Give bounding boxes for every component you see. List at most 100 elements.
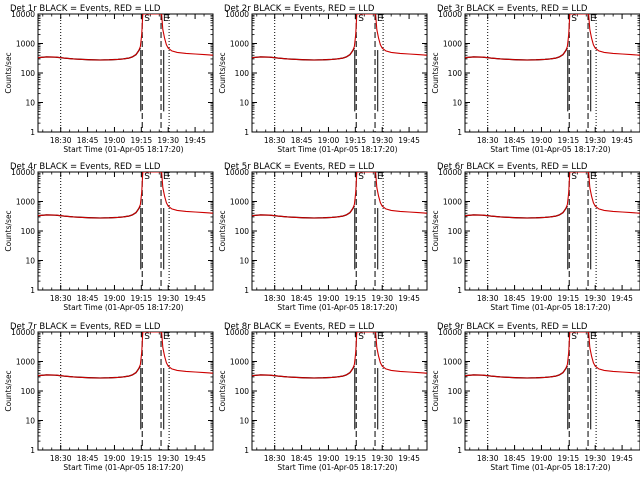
x-tick-label: 18:30 — [50, 136, 72, 145]
y-tick-label: 1 — [457, 128, 462, 137]
panel-4r: Det 4r BLACK = Events, RED = LLD 1 10 100 10… — [4, 162, 214, 312]
y-tick-label: 1000 — [16, 358, 35, 367]
x-tick-label: 19:15 — [131, 454, 153, 463]
y-tick-label: 1000 — [230, 40, 249, 49]
x-tick-label: 19:00 — [318, 294, 340, 303]
plot-frame — [251, 171, 428, 291]
y-tick-label: 10000 — [11, 328, 35, 337]
x-tick-label: 19:45 — [611, 294, 633, 303]
x-tick-label: 19:15 — [131, 294, 153, 303]
y-tick-label: 10000 — [11, 168, 35, 177]
plot-area — [465, 14, 640, 132]
x-tick-label: 19:45 — [611, 136, 633, 145]
series-lld-line — [465, 172, 640, 219]
marker-e: E — [377, 14, 383, 24]
x-tick-label: 18:45 — [504, 294, 526, 303]
panel-6r: Det 6r BLACK = Events, RED = LLD 1 10 100 10… — [431, 162, 640, 312]
series-lld-line — [252, 172, 427, 219]
x-tick-label: 19:30 — [584, 454, 606, 463]
panel-7r: Det 7r BLACK = Events, RED = LLD 1 10 100 10… — [4, 322, 214, 472]
y-tick-label: 1 — [30, 286, 35, 295]
marker-s: S — [571, 332, 577, 342]
marker-e: E — [377, 172, 383, 182]
x-tick-label: 19:00 — [531, 294, 553, 303]
y-tick-label: 100 — [235, 387, 250, 396]
y-tick-label: 1000 — [230, 198, 249, 207]
plot-area — [252, 172, 427, 290]
y-tick-label: 10 — [452, 417, 462, 426]
y-tick-label: 10 — [25, 99, 35, 108]
x-tick-label: 18:30 — [264, 294, 286, 303]
x-tick-label: 19:45 — [184, 454, 206, 463]
x-axis-label: Start Time (01-Apr-05 18:17:20) — [490, 463, 610, 472]
x-tick-label: 19:15 — [558, 294, 580, 303]
x-axis-label: Start Time (01-Apr-05 18:17:20) — [63, 463, 183, 472]
x-axis-label: Start Time (01-Apr-05 18:17:20) — [490, 303, 610, 312]
panel-title: Det 9r BLACK = Events, RED = LLD — [437, 322, 588, 332]
y-tick-label: 1 — [30, 446, 35, 455]
plot-frame — [37, 13, 214, 133]
x-tick-label: 18:30 — [477, 294, 499, 303]
x-tick-label: 19:45 — [184, 136, 206, 145]
y-tick-label: 10000 — [438, 328, 462, 337]
plot-area — [252, 332, 427, 450]
y-tick-label: 100 — [448, 69, 463, 78]
y-tick-label: 1000 — [443, 358, 462, 367]
plot-frame — [37, 331, 214, 451]
panel-title: Det 2r BLACK = Events, RED = LLD — [224, 4, 375, 14]
y-tick-label: 10000 — [225, 10, 249, 19]
panel-title: Det 6r BLACK = Events, RED = LLD — [437, 162, 588, 172]
marker-e: E — [163, 14, 169, 24]
x-axis-label: Start Time (01-Apr-05 18:17:20) — [63, 303, 183, 312]
y-tick-label: 1 — [244, 128, 249, 137]
x-tick-label: 18:30 — [264, 136, 286, 145]
x-tick-label: 19:30 — [371, 136, 393, 145]
y-tick-label: 100 — [21, 227, 36, 236]
x-tick-label: 19:00 — [104, 454, 126, 463]
marker-s: S — [358, 172, 364, 182]
y-tick-label: 100 — [21, 69, 36, 78]
x-tick-label: 19:00 — [531, 136, 553, 145]
plot-area — [252, 14, 427, 132]
marker-s: S — [144, 332, 150, 342]
plot-area — [465, 172, 640, 290]
x-tick-label: 19:15 — [131, 136, 153, 145]
x-axis-label: Start Time (01-Apr-05 18:17:20) — [277, 145, 397, 154]
panel-2r: Det 2r BLACK = Events, RED = LLD 1 10 100 10… — [218, 4, 428, 154]
x-tick-label: 18:45 — [504, 454, 526, 463]
x-tick-label: 19:45 — [611, 454, 633, 463]
y-axis-label: Counts/sec — [218, 52, 227, 93]
x-tick-label: 19:30 — [584, 294, 606, 303]
x-axis-label: Start Time (01-Apr-05 18:17:20) — [277, 463, 397, 472]
y-tick-label: 100 — [235, 227, 250, 236]
plot-frame — [464, 13, 640, 133]
series-lld-line — [252, 14, 427, 61]
x-tick-label: 18:30 — [477, 136, 499, 145]
series-lld-line — [252, 332, 427, 379]
y-tick-label: 1000 — [16, 198, 35, 207]
y-tick-label: 10 — [452, 257, 462, 266]
marker-s: S — [144, 172, 150, 182]
y-axis-label: Counts/sec — [218, 210, 227, 251]
x-tick-label: 19:15 — [558, 454, 580, 463]
y-tick-label: 10 — [239, 417, 249, 426]
x-tick-label: 19:00 — [318, 136, 340, 145]
y-tick-label: 1 — [457, 286, 462, 295]
x-tick-label: 18:45 — [291, 136, 313, 145]
panel-title: Det 8r BLACK = Events, RED = LLD — [224, 322, 375, 332]
x-tick-label: 19:00 — [104, 294, 126, 303]
x-tick-label: 18:30 — [50, 454, 72, 463]
y-tick-label: 100 — [21, 387, 36, 396]
y-tick-label: 10000 — [438, 10, 462, 19]
panel-title: Det 1r BLACK = Events, RED = LLD — [10, 4, 161, 14]
x-tick-label: 19:15 — [345, 454, 367, 463]
y-tick-label: 1000 — [16, 40, 35, 49]
panel-title: Det 4r BLACK = Events, RED = LLD — [10, 162, 161, 172]
series-lld-line — [38, 14, 213, 61]
x-tick-label: 19:30 — [584, 136, 606, 145]
y-tick-label: 1 — [30, 128, 35, 137]
x-axis-label: Start Time (01-Apr-05 18:17:20) — [277, 303, 397, 312]
x-tick-label: 18:30 — [50, 294, 72, 303]
x-tick-label: 19:45 — [398, 454, 420, 463]
y-tick-label: 10 — [25, 257, 35, 266]
